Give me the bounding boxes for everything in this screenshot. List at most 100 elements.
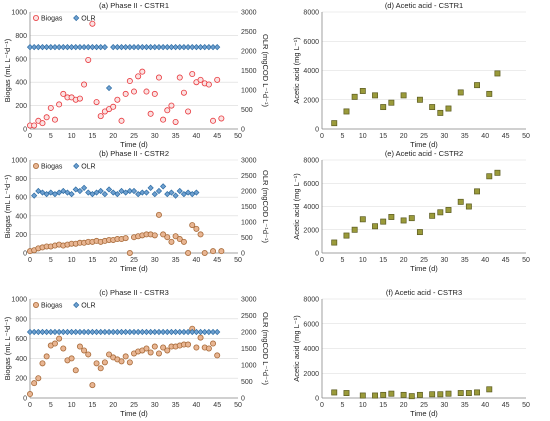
x-tick-label: 30 <box>151 133 159 140</box>
y-tick-label: 600 <box>15 56 27 63</box>
y-tick-label: 1000 <box>11 10 27 17</box>
data-point <box>135 73 142 80</box>
data-point <box>155 74 162 81</box>
data-point <box>81 347 88 354</box>
data-point <box>118 187 125 195</box>
chart-3: 0 2000 4000 6000 8000 0 5 10 15 20 25 30 35 40 45 50 (e)… <box>292 149 530 273</box>
y2-tick-label: 2000 <box>241 49 257 56</box>
y-tick-label: 2000 <box>303 97 319 104</box>
data-point <box>209 328 217 336</box>
data-point <box>465 203 472 210</box>
data-point <box>218 115 225 122</box>
x-tick-label: 45 <box>213 402 221 409</box>
data-point <box>151 191 158 198</box>
data-point <box>445 390 452 397</box>
data-point <box>205 44 212 51</box>
y-tick-label: 0 <box>23 251 27 258</box>
data-point <box>151 343 158 350</box>
y-axis-label: Biogas (mL L⁻¹d⁻¹) <box>3 174 12 238</box>
data-point <box>151 328 158 336</box>
data-point <box>380 391 387 398</box>
data-point <box>184 189 192 196</box>
data-point <box>60 328 67 336</box>
y-tick-label: 400 <box>15 356 27 363</box>
data-point <box>51 191 59 198</box>
y-axis-label: Biogas (mL L⁻¹d⁻¹) <box>3 38 12 102</box>
y2-tick-label: 1500 <box>241 346 257 353</box>
data-point <box>76 95 83 102</box>
chart-title: (c) Phase II - CSTR3 <box>99 288 169 297</box>
data-point <box>176 187 183 195</box>
data-point <box>437 109 444 116</box>
x-tick-label: 20 <box>400 133 408 140</box>
y-tick-label: 8000 <box>303 297 319 304</box>
series-olr <box>26 328 221 336</box>
data-point <box>201 328 208 336</box>
data-point <box>89 191 96 198</box>
x-axis-label: Time (d) <box>410 264 438 273</box>
y2-axis-label: OLR (mgCOD L⁻¹d⁻¹) <box>261 34 270 107</box>
data-point <box>180 89 187 96</box>
x-tick-label: 45 <box>502 257 510 264</box>
data-point <box>147 349 154 356</box>
data-point <box>437 209 444 216</box>
legend-label: OLR <box>81 16 95 23</box>
legend-marker <box>73 301 80 309</box>
x-tick-label: 25 <box>130 257 138 264</box>
data-point <box>51 328 59 336</box>
legend-marker <box>33 301 40 308</box>
y2-tick-label: 1500 <box>241 68 257 75</box>
data-point <box>126 78 133 85</box>
data-point <box>93 44 100 51</box>
x-tick-label: 30 <box>441 257 449 264</box>
data-point <box>359 216 366 223</box>
data-point <box>56 189 63 196</box>
data-point <box>400 217 407 224</box>
y2-tick-label: 2000 <box>241 330 257 337</box>
data-point <box>189 44 196 51</box>
data-point <box>372 392 378 399</box>
data-point <box>31 122 38 129</box>
series-biogas <box>26 325 221 398</box>
data-point <box>93 99 100 106</box>
y-axis-label: Acetic acid (mg L⁻¹) <box>292 173 301 240</box>
data-point <box>143 189 150 196</box>
data-point <box>151 44 158 51</box>
data-point <box>47 189 54 196</box>
data-point <box>205 81 212 88</box>
data-point <box>76 187 84 195</box>
x-tick-label: 40 <box>193 257 201 264</box>
data-point <box>168 238 175 245</box>
data-point <box>43 191 50 198</box>
data-point <box>85 56 92 63</box>
chart-title: (f) Acetic acid - CSTR3 <box>386 288 462 297</box>
data-point <box>176 74 183 81</box>
data-point <box>118 328 125 336</box>
x-tick-label: 40 <box>481 257 489 264</box>
y2-tick-label: 0 <box>241 251 245 258</box>
data-point <box>351 226 358 233</box>
data-point <box>494 169 501 176</box>
y-tick-label: 0 <box>315 127 319 134</box>
data-point <box>64 44 71 51</box>
x-tick-label: 45 <box>213 257 221 264</box>
x-tick-label: 25 <box>130 133 138 140</box>
data-point <box>143 44 150 51</box>
data-point <box>72 44 79 51</box>
data-point <box>218 248 225 255</box>
x-tick-label: 50 <box>522 133 530 140</box>
data-point <box>437 391 444 398</box>
y2-tick-label: 2500 <box>241 313 257 320</box>
x-tick-label: 15 <box>89 133 97 140</box>
series-olr <box>26 44 221 92</box>
data-point <box>60 44 67 51</box>
data-point <box>465 390 472 397</box>
chart-title: (a) Phase II - CSTR1 <box>99 1 169 10</box>
data-point <box>143 328 150 336</box>
data-point <box>135 328 142 336</box>
x-tick-label: 35 <box>461 402 469 409</box>
x-tick-label: 20 <box>109 257 117 264</box>
data-point <box>147 44 154 51</box>
